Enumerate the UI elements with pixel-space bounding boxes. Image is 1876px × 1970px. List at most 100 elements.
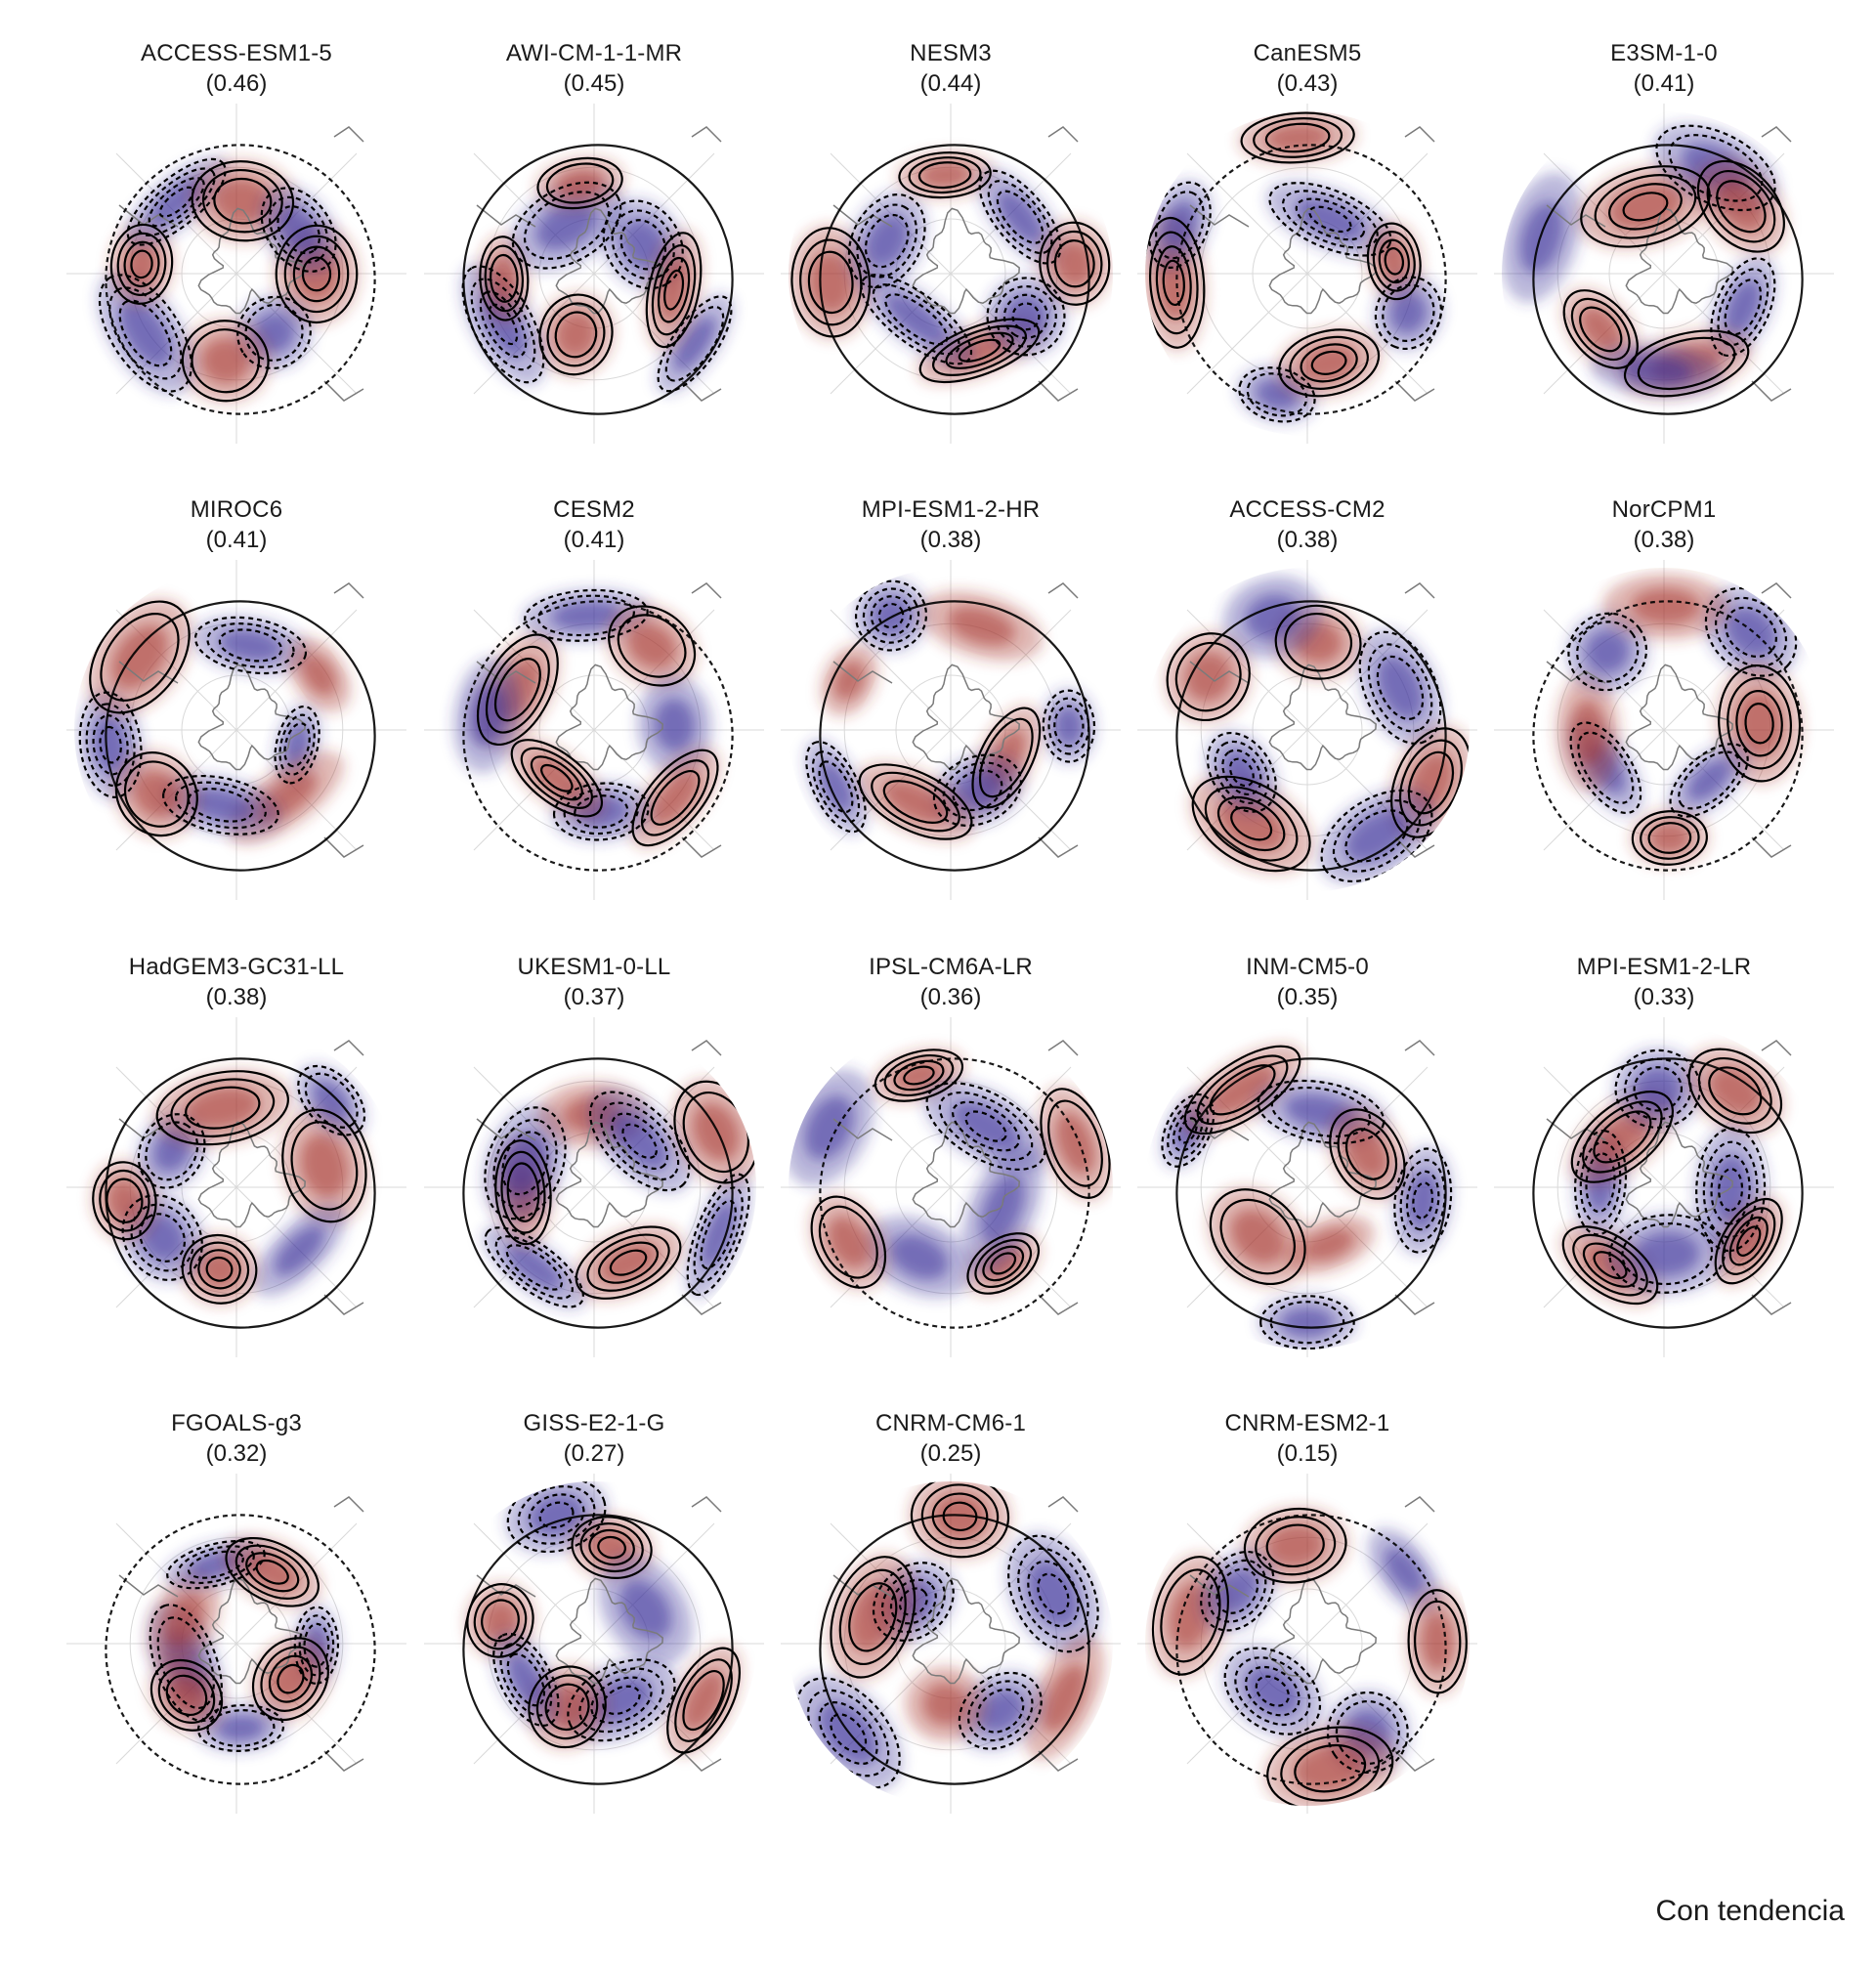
- polar-map: [66, 104, 406, 444]
- polar-map: [1137, 560, 1477, 900]
- panel-title: GISS-E2-1-G: [523, 1410, 665, 1436]
- panel-score: (0.41): [1633, 70, 1695, 97]
- panel-score: (0.38): [205, 984, 268, 1010]
- panel-title: UKESM1-0-LL: [517, 954, 671, 980]
- model-panel: ACCESS-CM2 (0.38): [1131, 456, 1483, 906]
- coastline: [118, 126, 364, 402]
- model-panel: ACCESS-ESM1-5 (0.46): [61, 0, 412, 450]
- contour-lines: [790, 144, 1111, 415]
- polar-map: [781, 1017, 1121, 1357]
- panel-score: (0.36): [919, 984, 982, 1010]
- polar-map: [424, 560, 764, 900]
- polar-map: [424, 104, 764, 444]
- panel-score: (0.41): [205, 527, 268, 553]
- model-panel: INM-CM5-0 (0.35): [1131, 914, 1483, 1363]
- coastline: [476, 1040, 722, 1315]
- coastline: [476, 1496, 722, 1772]
- polar-map: [1494, 104, 1834, 444]
- model-panel: MIROC6 (0.41): [61, 456, 412, 906]
- model-panel: CNRM-ESM2-1 (0.15): [1131, 1370, 1483, 1820]
- polar-map: [1494, 560, 1834, 900]
- model-panel: NESM3 (0.44): [775, 0, 1127, 450]
- panel-score: (0.38): [919, 527, 982, 553]
- panel-score: (0.37): [563, 984, 625, 1010]
- coastline: [1189, 1496, 1435, 1772]
- coastline: [832, 1040, 1079, 1315]
- polar-map: [1494, 1017, 1834, 1357]
- model-panel: CESM2 (0.41): [418, 456, 770, 906]
- polar-map: [66, 560, 406, 900]
- anomaly-shading: [1150, 1506, 1469, 1806]
- model-panel: HadGEM3-GC31-LL (0.38): [61, 914, 412, 1363]
- graticule: [66, 1474, 406, 1814]
- model-panel: FGOALS-g3 (0.32): [61, 1370, 412, 1820]
- contour-lines: [805, 579, 1096, 872]
- panel-score: (0.27): [563, 1440, 625, 1467]
- polar-map: [1137, 104, 1477, 444]
- polar-map: [66, 1017, 406, 1357]
- panel-title: MPI-ESM1-2-LR: [1576, 954, 1752, 980]
- model-panel: UKESM1-0-LL (0.37): [418, 914, 770, 1363]
- model-panel: NorCPM1 (0.38): [1488, 456, 1840, 906]
- model-panel: MPI-ESM1-2-HR (0.38): [775, 456, 1127, 906]
- panel-score: (0.35): [1276, 984, 1339, 1010]
- panel-score: (0.33): [1633, 984, 1695, 1010]
- coastline: [476, 126, 722, 402]
- panel-score: (0.38): [1633, 527, 1695, 553]
- panel-score: (0.41): [563, 527, 625, 553]
- panel-title: NorCPM1: [1611, 496, 1717, 523]
- panel-title: HadGEM3-GC31-LL: [128, 954, 345, 980]
- contour-lines: [810, 1049, 1111, 1329]
- coastline: [1189, 582, 1435, 858]
- model-panel: IPSL-CM6A-LR (0.36): [775, 914, 1127, 1363]
- contour-lines: [1532, 586, 1804, 872]
- panel-title: CNRM-ESM2-1: [1224, 1410, 1390, 1436]
- polar-map: [66, 1474, 406, 1814]
- contour-lines: [78, 600, 376, 872]
- coastline: [476, 582, 722, 858]
- panel-title: ACCESS-CM2: [1229, 496, 1386, 523]
- panel-title: NESM3: [910, 40, 992, 66]
- polar-map: [781, 104, 1121, 444]
- panel-title: ACCESS-ESM1-5: [141, 40, 332, 66]
- contour-lines: [1151, 1507, 1468, 1806]
- panel-title: CESM2: [553, 496, 635, 523]
- polar-map: [781, 1474, 1121, 1814]
- panel-score: (0.45): [563, 70, 625, 97]
- contour-lines: [1532, 124, 1804, 415]
- contour-lines: [461, 144, 734, 415]
- figure-caption: Con tendencia: [1655, 1895, 1845, 1927]
- panel-score: (0.43): [1276, 70, 1339, 97]
- model-panel: MPI-ESM1-2-LR (0.33): [1488, 914, 1840, 1363]
- panel-score: (0.25): [919, 1440, 982, 1467]
- model-panel: CanESM5 (0.43): [1131, 0, 1483, 450]
- panel-title: IPSL-CM6A-LR: [869, 954, 1033, 980]
- anomaly-shading: [1556, 573, 1803, 867]
- panel-title: CanESM5: [1253, 40, 1362, 66]
- model-panel: GISS-E2-1-G (0.27): [418, 1370, 770, 1820]
- coastline: [832, 126, 1079, 402]
- model-panel: CNRM-CM6-1 (0.25): [775, 1370, 1127, 1820]
- polar-map: [781, 560, 1121, 900]
- panel-title: FGOALS-g3: [171, 1410, 302, 1436]
- graticule: [424, 1017, 764, 1357]
- panel-score: (0.44): [919, 70, 982, 97]
- panel-score: (0.38): [1276, 527, 1339, 553]
- contour-lines: [462, 588, 734, 872]
- panel-title: INM-CM5-0: [1246, 954, 1369, 980]
- panel-score: (0.46): [205, 70, 268, 97]
- coastline: [118, 582, 364, 858]
- anomaly-shading: [804, 578, 1096, 841]
- polar-map: [1137, 1474, 1477, 1814]
- panel-score: (0.32): [205, 1440, 268, 1467]
- panel-score: (0.15): [1276, 1440, 1339, 1467]
- anomaly-shading: [1161, 1044, 1453, 1349]
- polar-map: [1137, 1017, 1477, 1357]
- panel-title: MPI-ESM1-2-HR: [861, 496, 1041, 523]
- contour-lines: [1145, 111, 1447, 423]
- panel-title: CNRM-CM6-1: [875, 1410, 1026, 1436]
- coastline: [118, 1496, 364, 1772]
- coastline: [1189, 126, 1435, 402]
- panel-title: AWI-CM-1-1-MR: [505, 40, 683, 66]
